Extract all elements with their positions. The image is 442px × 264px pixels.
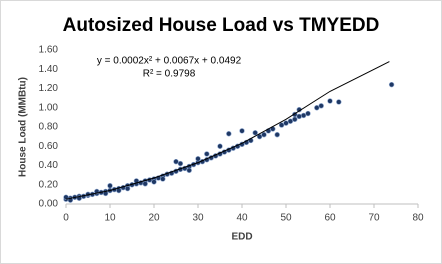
point (388, 81, 395, 88)
point (142, 181, 148, 187)
point (107, 183, 113, 189)
x-tick-label: 50 (280, 213, 292, 224)
point (336, 99, 342, 105)
point (226, 131, 232, 137)
point (151, 179, 157, 185)
chart-title: Autosized House Load vs TMYEDD (63, 15, 380, 36)
point (296, 113, 302, 120)
y-tick-label: 1.60 (39, 45, 59, 56)
y-axis-label: House Load (MMBtu) (18, 77, 29, 177)
point (177, 160, 184, 167)
point (252, 130, 258, 136)
y-tick-label: 1.40 (39, 64, 59, 75)
y-tick-label: 1.00 (39, 102, 59, 113)
point (278, 122, 285, 128)
point (124, 185, 131, 192)
x-tick-label: 60 (324, 213, 336, 224)
x-tick-label: 70 (368, 213, 380, 224)
point (261, 132, 267, 138)
point (314, 105, 320, 111)
x-tick-label: 20 (148, 213, 160, 224)
x-tick-label: 40 (236, 213, 248, 224)
point (287, 118, 294, 124)
point (204, 151, 210, 157)
point (300, 112, 307, 119)
r-squared: R² = 0.9798 (143, 69, 196, 80)
x-axis-label: EDD (231, 232, 252, 243)
y-tick-label: 0.40 (39, 160, 59, 171)
point (217, 143, 223, 149)
point (160, 176, 166, 182)
point (274, 132, 280, 138)
x-tick-label: 30 (192, 213, 204, 224)
point (305, 110, 311, 117)
x-tick-label: 0 (63, 213, 69, 224)
trendline (65, 61, 390, 200)
y-tick-label: 0.20 (39, 179, 59, 190)
point (173, 158, 179, 165)
point (195, 156, 201, 162)
point (186, 167, 192, 174)
point (318, 103, 324, 109)
point (283, 120, 289, 126)
trend-equation: y = 0.0002x² + 0.0067x + 0.0492 (97, 56, 242, 67)
point (239, 128, 245, 134)
point (327, 98, 333, 104)
x-tick-label: 10 (104, 213, 116, 224)
x-tick-label: 80 (412, 213, 424, 224)
y-tick-label: 0.60 (39, 141, 59, 152)
point (292, 116, 298, 123)
y-tick-label: 0.80 (39, 122, 59, 133)
y-tick-label: 1.20 (39, 83, 59, 94)
y-tick-label: 0.00 (39, 199, 59, 210)
